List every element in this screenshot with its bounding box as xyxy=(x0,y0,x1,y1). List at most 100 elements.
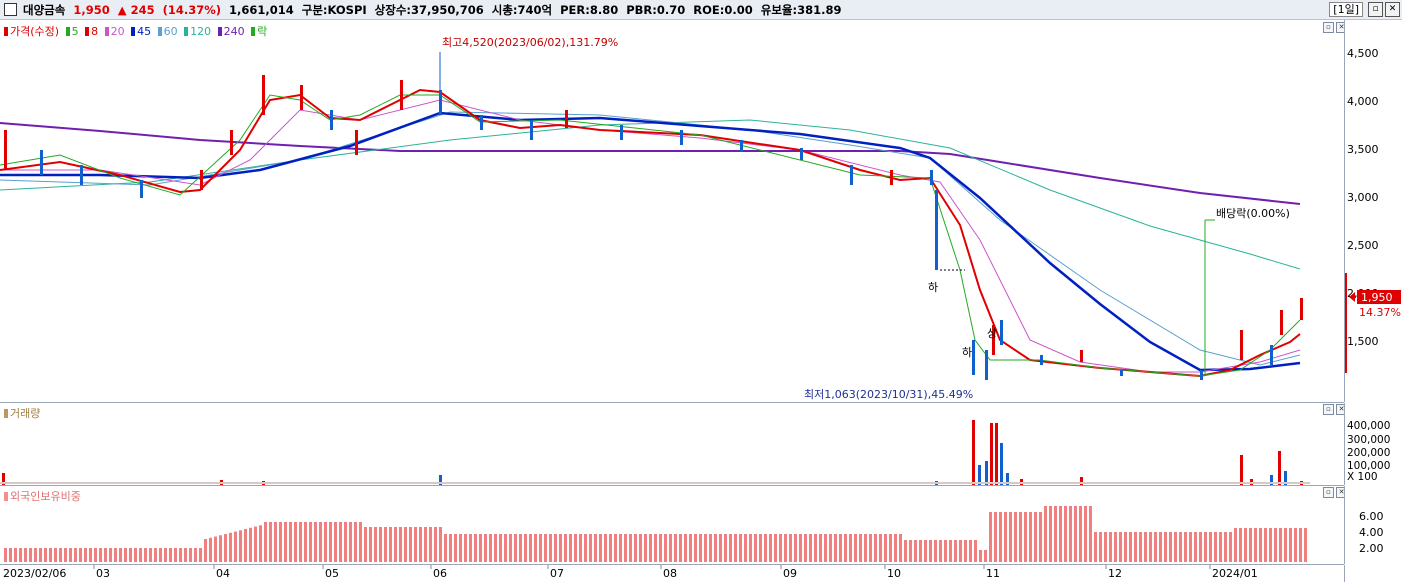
foreign-bar xyxy=(74,548,77,562)
foreign-bar xyxy=(729,534,732,562)
legend-square xyxy=(184,27,189,36)
foreign-bar xyxy=(1124,532,1127,562)
foreign-bar xyxy=(854,534,857,562)
foreign-bar xyxy=(1114,532,1117,562)
candle xyxy=(680,130,683,145)
legend-ma120[interactable]: 120 xyxy=(190,25,212,38)
foreign-bar xyxy=(844,534,847,562)
foreign-bar xyxy=(624,534,627,562)
foreign-bar xyxy=(909,540,912,562)
price-axis: 4,500 4,000 3,500 3,000 2,500 2,000 1,50… xyxy=(1344,20,1402,402)
pane-minimize-icon[interactable]: ▫ xyxy=(1323,487,1334,498)
foreign-bar xyxy=(554,534,557,562)
volume-bar xyxy=(1240,455,1243,485)
retention-ratio: 유보율:381.89 xyxy=(760,2,842,17)
foreign-bar xyxy=(284,522,287,562)
select-checkbox[interactable] xyxy=(4,3,17,16)
legend-square xyxy=(4,492,8,501)
foreign-bar xyxy=(654,534,657,562)
candle xyxy=(80,165,83,185)
foreign-bar xyxy=(374,527,377,562)
pane-minimize-icon[interactable]: ▫ xyxy=(1323,404,1334,415)
legend-ma60[interactable]: 60 xyxy=(163,25,178,38)
y-tick: 3,000 xyxy=(1347,191,1379,204)
foreign-bar xyxy=(1244,528,1247,562)
foreign-bar xyxy=(629,534,632,562)
x-axis: 2023/02/06 03 04 05 06 07 08 09 10 11 12… xyxy=(3,565,1258,580)
close-icon[interactable]: ✕ xyxy=(1385,2,1400,17)
last-pct-tag: 14.37% xyxy=(1359,306,1401,319)
x-tick: 04 xyxy=(216,567,230,580)
foreign-pane-divider xyxy=(0,485,1344,486)
x-tick: 2023/02/06 xyxy=(3,567,66,580)
foreign-bar xyxy=(744,534,747,562)
legend-ma240[interactable]: 240 xyxy=(223,25,245,38)
legend-ma5[interactable]: 5 xyxy=(71,25,79,38)
volume-bar xyxy=(439,475,442,485)
price-legend: 가격(수정) 5 8 20 45 60 120 240 락 xyxy=(4,23,267,39)
pane-minimize-icon[interactable]: ▫ xyxy=(1323,22,1334,33)
foreign-bar xyxy=(1169,532,1172,562)
foreign-bar xyxy=(1264,528,1267,562)
legend-foreign[interactable]: 외국인보유비중 xyxy=(10,490,81,503)
foreign-bar xyxy=(539,534,542,562)
foreign-bar xyxy=(304,522,307,562)
foreign-bar xyxy=(674,534,677,562)
foreign-bar xyxy=(1069,506,1072,562)
foreign-bar xyxy=(459,534,462,562)
maximize-icon[interactable]: ▫ xyxy=(1368,2,1383,17)
candle xyxy=(740,140,743,152)
dividend-annotation: 배당락(0.00%) xyxy=(1216,207,1290,220)
foreign-bar xyxy=(894,534,897,562)
legend-volume[interactable]: 거래량 xyxy=(10,407,41,420)
foreign-bar xyxy=(849,534,852,562)
foreign-bar xyxy=(339,522,342,562)
foreign-bar xyxy=(1284,528,1287,562)
x-tick: 05 xyxy=(325,567,339,580)
foreign-bar xyxy=(194,548,197,562)
foreign-bar xyxy=(1184,532,1187,562)
foreign-bar xyxy=(664,534,667,562)
foreign-bar xyxy=(414,527,417,562)
foreign-bar xyxy=(1164,532,1167,562)
foreign-bar xyxy=(449,534,452,562)
foreign-bar xyxy=(239,530,242,562)
foreign-bar xyxy=(1039,512,1042,562)
range-bar xyxy=(1345,273,1347,373)
candle xyxy=(40,150,43,175)
foreign-bar xyxy=(474,534,477,562)
candle xyxy=(439,90,442,115)
legend-price[interactable]: 가격(수정) xyxy=(10,25,60,38)
foreign-bar xyxy=(1279,528,1282,562)
foreign-bar xyxy=(314,522,317,562)
foreign-bar xyxy=(454,534,457,562)
foreign-bar xyxy=(754,534,757,562)
legend-ma20[interactable]: 20 xyxy=(110,25,125,38)
stock-name[interactable]: 대양금속 xyxy=(23,2,66,17)
foreign-bar xyxy=(294,522,297,562)
candle xyxy=(850,165,853,185)
foreign-bar xyxy=(724,534,727,562)
volume-bar xyxy=(972,420,975,485)
foreign-bar xyxy=(1269,528,1272,562)
legend-ex-dividend[interactable]: 락 xyxy=(257,25,268,38)
foreign-bar xyxy=(84,548,87,562)
period-selector[interactable]: [1일] xyxy=(1329,2,1363,17)
foreign-bar xyxy=(1254,528,1257,562)
foreign-bar xyxy=(544,534,547,562)
foreign-bar xyxy=(114,548,117,562)
candle xyxy=(1270,345,1273,365)
foreign-bar xyxy=(1209,532,1212,562)
foreign-bar xyxy=(1109,532,1112,562)
foreign-bar xyxy=(1044,506,1047,562)
foreign-bar xyxy=(429,527,432,562)
foreign-bar xyxy=(1154,532,1157,562)
foreign-bar xyxy=(384,527,387,562)
ma60-line xyxy=(0,111,1301,366)
foreign-bar xyxy=(29,548,32,562)
foreign-bar xyxy=(1194,532,1197,562)
foreign-bar xyxy=(244,529,247,562)
volume-bar xyxy=(990,423,993,485)
legend-ma45[interactable]: 45 xyxy=(137,25,152,38)
legend-ma8[interactable]: 8 xyxy=(91,25,99,38)
